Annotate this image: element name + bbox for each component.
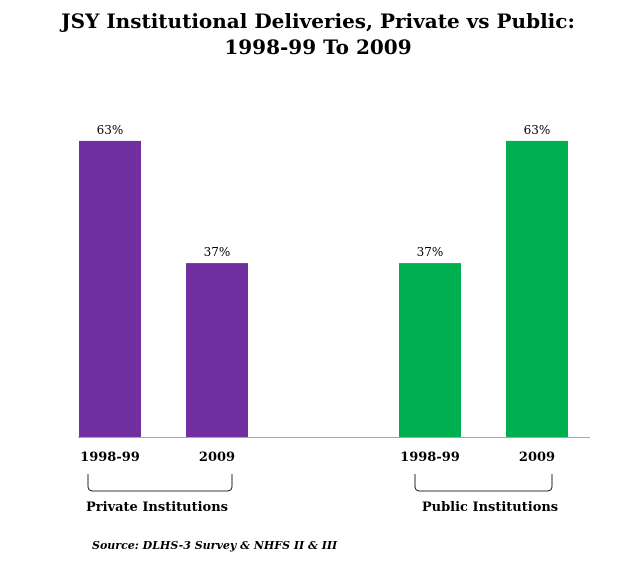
bar-private-1998-99 bbox=[79, 140, 141, 437]
x-tick-label-2: 1998-99 bbox=[400, 450, 460, 465]
group-bracket-public bbox=[414, 474, 553, 492]
x-tick-label-1: 2009 bbox=[199, 450, 235, 465]
x-tick-label-0: 1998-99 bbox=[80, 450, 140, 465]
data-label-3: 63% bbox=[524, 123, 551, 137]
bar-public-2009 bbox=[506, 140, 568, 437]
chart-title-line-1: JSY Institutional Deliveries, Private vs… bbox=[59, 9, 575, 33]
source-note: Source: DLHS-3 Survey & NHFS II & III bbox=[92, 539, 338, 552]
chart-title-line-2: 1998-99 To 2009 bbox=[224, 35, 411, 59]
data-label-2: 37% bbox=[417, 245, 444, 259]
bar-public-1998-99 bbox=[399, 263, 461, 437]
x-tick-labels: 1998-99 2009 1998-99 2009 bbox=[80, 450, 555, 465]
group-label-private: Private Institutions bbox=[86, 500, 228, 515]
bar-group bbox=[79, 140, 568, 437]
group-bracket-private bbox=[87, 474, 233, 492]
data-labels: 63% 37% 37% 63% bbox=[97, 123, 551, 259]
data-label-1: 37% bbox=[204, 245, 231, 259]
bar-private-2009 bbox=[186, 263, 248, 437]
group-label-public: Public Institutions bbox=[422, 500, 558, 515]
x-tick-label-3: 2009 bbox=[519, 450, 555, 465]
data-label-0: 63% bbox=[97, 123, 124, 137]
